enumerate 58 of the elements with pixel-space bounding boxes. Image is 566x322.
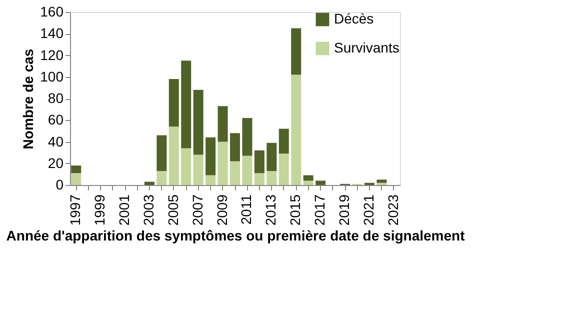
bar xyxy=(230,133,240,162)
x-tick-label: 2009 xyxy=(214,194,230,226)
bar xyxy=(303,180,314,185)
bar xyxy=(242,156,252,185)
x-tick-label: 2013 xyxy=(262,194,279,226)
y-tick-label: 160 xyxy=(40,4,64,20)
x-tick-label: 2017 xyxy=(312,194,328,226)
bar xyxy=(278,128,289,154)
bar xyxy=(206,137,216,176)
bar xyxy=(193,154,204,185)
x-axis-title: Année d'apparition des symptômes ou première date de signalement xyxy=(6,228,466,244)
y-tick-label: 120 xyxy=(40,46,64,63)
x-tick-label: 2011 xyxy=(238,194,254,225)
bar xyxy=(168,126,179,185)
bar xyxy=(254,150,264,174)
x-tick-label: 2005 xyxy=(164,194,181,226)
x-tick-label: 2021 xyxy=(360,194,376,226)
bar xyxy=(291,28,302,75)
bar xyxy=(206,175,216,185)
x-tick-label: 2023 xyxy=(384,194,401,226)
y-tick-label: 0 xyxy=(56,176,64,192)
bar xyxy=(156,170,167,185)
bar xyxy=(254,173,264,185)
bar xyxy=(242,118,252,156)
legend-label: Survivants xyxy=(334,40,400,56)
bar xyxy=(181,60,192,148)
x-tick-label: 2003 xyxy=(140,194,156,226)
bar xyxy=(168,79,179,127)
bar xyxy=(316,180,326,185)
x-tick-label: 1999 xyxy=(92,194,108,226)
y-tick-label: 140 xyxy=(40,25,64,42)
x-tick-label: 2019 xyxy=(336,194,352,226)
y-tick-label: 40 xyxy=(48,133,64,150)
y-tick-label: 20 xyxy=(48,154,64,171)
bar xyxy=(266,170,277,185)
bar xyxy=(230,161,240,185)
bar xyxy=(181,148,192,185)
bar xyxy=(218,106,228,142)
bar xyxy=(303,175,314,181)
bar xyxy=(193,90,204,155)
bar xyxy=(218,142,228,185)
x-tick-label: 2001 xyxy=(116,194,132,226)
y-axis-title: Nombre de cas xyxy=(20,48,36,150)
bar xyxy=(144,182,154,185)
x-tick-label: 2015 xyxy=(287,194,304,226)
y-tick-label: 100 xyxy=(40,68,64,84)
y-tick-label: 80 xyxy=(48,90,64,106)
bar xyxy=(71,166,82,174)
bar xyxy=(266,142,277,171)
bar xyxy=(291,74,302,185)
bar xyxy=(278,154,289,185)
x-tick-label: 2007 xyxy=(189,194,206,226)
legend-label: Décès xyxy=(334,10,374,26)
bar xyxy=(376,180,387,183)
y-tick-label: 60 xyxy=(48,112,64,128)
bar xyxy=(71,173,82,185)
x-tick-label: 1997 xyxy=(67,194,84,226)
bar xyxy=(156,135,167,171)
